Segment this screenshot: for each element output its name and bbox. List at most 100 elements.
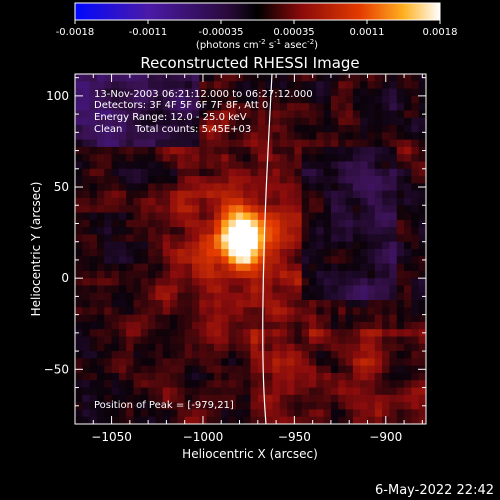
heatmap-cell <box>404 241 412 250</box>
heatmap-cell <box>155 256 164 265</box>
heatmap-cell <box>294 190 303 199</box>
heatmap-cell <box>235 227 244 236</box>
heatmap-cell <box>367 110 376 119</box>
heatmap-cell <box>170 336 178 345</box>
heatmap-cell <box>104 249 113 257</box>
heatmap-cell <box>396 234 405 243</box>
heatmap-cell <box>199 300 208 308</box>
heatmap-cell <box>250 227 259 236</box>
heatmap-cell <box>404 88 412 97</box>
heatmap-cell <box>279 81 288 90</box>
heatmap-cell <box>221 314 230 323</box>
heatmap-cell <box>279 249 288 257</box>
heatmap-cell <box>170 372 178 381</box>
heatmap-cell <box>118 263 127 272</box>
heatmap-cell <box>235 300 244 308</box>
heatmap-cell <box>228 358 237 367</box>
heatmap-cell <box>279 197 288 206</box>
heatmap-cell <box>162 343 171 352</box>
heatmap-cell <box>192 358 200 367</box>
heatmap-cell <box>148 117 157 126</box>
heatmap-cell <box>243 343 252 352</box>
heatmap-cell <box>257 285 266 294</box>
heatmap-cell <box>89 307 98 316</box>
heatmap-cell <box>338 139 347 148</box>
heatmap-cell <box>301 125 310 133</box>
heatmap-cell <box>228 125 237 133</box>
heatmap-cell <box>243 205 252 214</box>
heatmap-cell <box>155 132 164 141</box>
heatmap-cell <box>323 256 332 265</box>
heatmap-cell <box>338 402 347 411</box>
heatmap-cell <box>316 292 325 301</box>
heatmap-cell <box>170 139 178 148</box>
heatmap-cell <box>250 358 259 367</box>
heatmap-cell <box>279 205 288 214</box>
heatmap-cell <box>279 74 288 82</box>
heatmap-cell <box>323 270 332 279</box>
heatmap-cell <box>228 176 237 184</box>
heatmap-cell <box>111 263 120 272</box>
heatmap-cell <box>104 74 113 82</box>
heatmap-cell <box>257 300 266 308</box>
heatmap-cell <box>382 241 391 250</box>
heatmap-cell <box>89 249 98 257</box>
heatmap-cell <box>199 132 208 141</box>
heatmap-cell <box>301 249 310 257</box>
heatmap-cell <box>148 256 157 265</box>
heatmap-cell <box>170 81 178 90</box>
heatmap-cell <box>235 103 244 112</box>
heatmap-cell <box>338 125 347 133</box>
heatmap-cell <box>323 176 332 184</box>
heatmap-cell <box>82 321 91 330</box>
heatmap-cell <box>309 227 317 236</box>
heatmap-cell <box>140 285 149 294</box>
heatmap-cell <box>352 132 361 141</box>
heatmap-cell <box>279 329 288 338</box>
heatmap-cell <box>382 168 391 177</box>
heatmap-cell <box>396 372 405 381</box>
heatmap-cell <box>228 205 237 214</box>
heatmap-cell <box>228 394 237 403</box>
heatmap-cell <box>330 241 339 250</box>
heatmap-cell <box>148 351 157 359</box>
heatmap-cell <box>96 146 105 155</box>
heatmap-cell <box>411 161 420 170</box>
heatmap-cell <box>411 409 420 418</box>
heatmap-cell <box>192 234 200 243</box>
heatmap-cell <box>374 74 383 82</box>
heatmap-cell <box>250 139 259 148</box>
heatmap-cell <box>287 183 295 192</box>
heatmap-cell <box>382 110 391 119</box>
heatmap-cell <box>126 256 135 265</box>
heatmap-cell <box>338 336 347 345</box>
heatmap-cell <box>111 336 120 345</box>
heatmap-cell <box>250 81 259 90</box>
heatmap-cell <box>279 168 288 177</box>
heatmap-cell <box>382 343 391 352</box>
heatmap-cell <box>352 234 361 243</box>
heatmap-cell <box>382 351 391 359</box>
heatmap-cell <box>345 205 354 214</box>
heatmap-cell <box>170 168 178 177</box>
heatmap-cell <box>89 176 98 184</box>
heatmap-cell <box>367 234 376 243</box>
heatmap-cell <box>170 394 178 403</box>
heatmap-cell <box>323 95 332 104</box>
heatmap-cell <box>96 351 105 359</box>
heatmap-cell <box>155 307 164 316</box>
heatmap-cell <box>96 74 105 82</box>
heatmap-cell <box>367 168 376 177</box>
heatmap-cell <box>126 197 135 206</box>
heatmap-cell <box>206 154 215 163</box>
heatmap-cell <box>235 88 244 97</box>
heatmap-cell <box>155 161 164 170</box>
heatmap-cell <box>162 117 171 126</box>
heatmap-cell <box>250 234 259 243</box>
heatmap-cell <box>272 219 281 228</box>
heatmap-cell <box>82 241 91 250</box>
heatmap-cell <box>301 358 310 367</box>
heatmap-cell <box>265 387 274 396</box>
heatmap-cell <box>404 154 412 163</box>
heatmap-cell <box>155 263 164 272</box>
